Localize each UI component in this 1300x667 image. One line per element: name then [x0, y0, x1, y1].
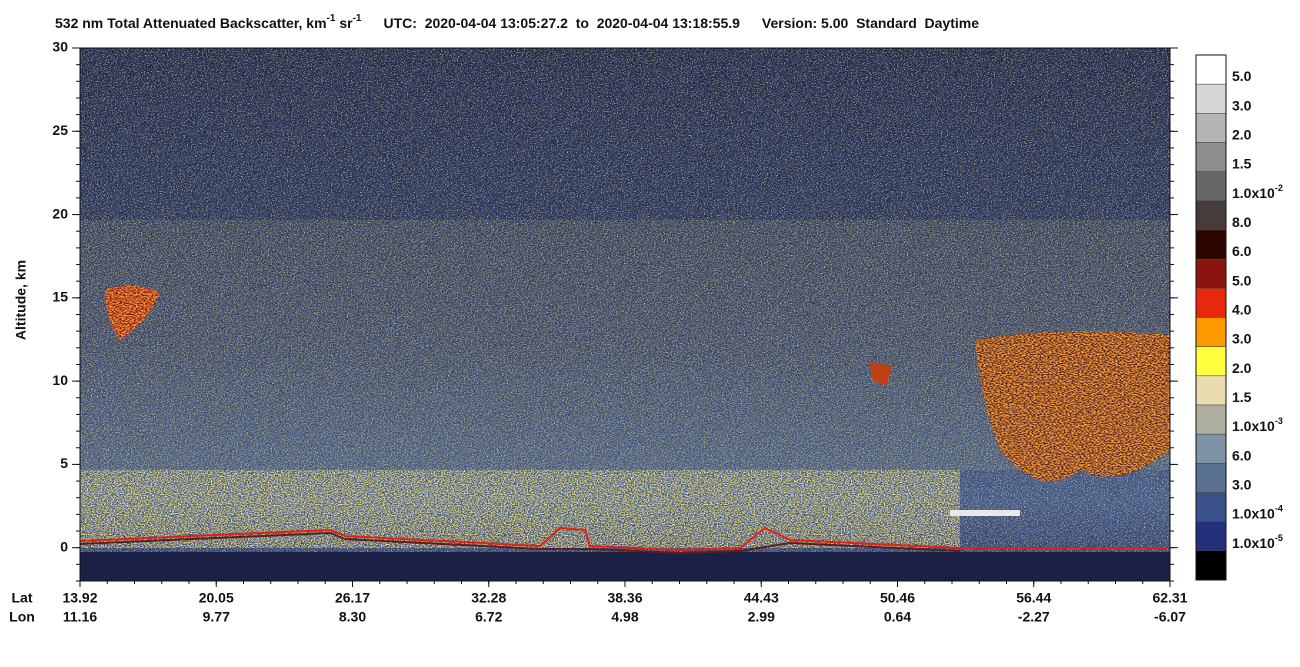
colorbar-label: 5.0 [1232, 272, 1252, 288]
y-tick-label: 25 [52, 122, 68, 138]
colorbar-swatch [1195, 288, 1227, 318]
colorbar-swatch [1195, 229, 1227, 260]
y-tick-label: 15 [52, 289, 68, 305]
title-superscript: -1 [353, 13, 362, 24]
colorbar-swatch [1195, 521, 1227, 552]
colorbar-label: 3.0 [1232, 476, 1252, 492]
lat-value: 13.92 [62, 590, 97, 606]
colorbar-swatch [1195, 113, 1227, 143]
colorbar-label: 3.0 [1232, 330, 1252, 346]
colorbar-label-text: 1.0x10 [1232, 185, 1275, 201]
colorbar-label-text: 1.5 [1232, 155, 1252, 171]
colorbar-label: 2.0 [1232, 126, 1252, 142]
lat-value: 38.36 [607, 590, 642, 606]
backscatter-curtain [80, 48, 1170, 581]
colorbar-label-text: 4.0 [1232, 301, 1252, 317]
colorbar-swatch [1195, 83, 1227, 114]
colorbar-label: 1.0x10-4 [1232, 504, 1283, 521]
lon-value: -2.27 [1018, 609, 1050, 625]
colorbar-swatch [1195, 550, 1227, 581]
lon-value: 8.30 [339, 609, 366, 625]
colorbar-label-text: 3.0 [1232, 476, 1252, 492]
colorbar-label: 1.0x10-5 [1232, 533, 1283, 550]
colorbar-label-text: 8.0 [1232, 214, 1252, 230]
title-version: Version: 5.00 Standard Daytime [762, 15, 979, 31]
colorbar-label-text: 1.0x10 [1232, 535, 1275, 551]
lon-value: 9.77 [203, 609, 230, 625]
colorbar-label-text: 3.0 [1232, 97, 1252, 113]
colorbar-label: 1.0x10-2 [1232, 183, 1283, 200]
colorbar-swatch [1195, 142, 1227, 172]
colorbar-label-exponent: -4 [1275, 504, 1283, 514]
colorbar-label-text: 6.0 [1232, 447, 1252, 463]
y-tick-label: 30 [52, 39, 68, 55]
colorbar-swatch [1195, 433, 1227, 464]
title-superscript: -1 [327, 13, 336, 24]
colorbar-swatch [1195, 54, 1227, 85]
lat-label: Lat [12, 590, 33, 606]
colorbar-label: 2.0 [1232, 360, 1252, 376]
colorbar-label: 1.0x10-3 [1232, 417, 1283, 434]
colorbar-label: 5.0 [1232, 68, 1252, 84]
title-text: sr [335, 15, 353, 31]
colorbar-label-text: 2.0 [1232, 360, 1252, 376]
colorbar-swatch [1195, 258, 1227, 289]
colorbar-label: 1.5 [1232, 155, 1252, 171]
colorbar-swatch [1195, 375, 1227, 406]
lat-value: 56.44 [1016, 590, 1051, 606]
colorbar-label: 3.0 [1232, 97, 1252, 113]
lon-value: -6.07 [1154, 609, 1186, 625]
colorbar-swatch [1195, 463, 1227, 493]
colorbar-label-exponent: -5 [1275, 533, 1283, 543]
colorbar-label: 6.0 [1232, 447, 1252, 463]
lon-label: Lon [9, 609, 35, 625]
y-axis-label: Altitude, km [13, 260, 29, 340]
colorbar-label-text: 5.0 [1232, 272, 1252, 288]
colorbar-label-text: 2.0 [1232, 126, 1252, 142]
lon-value: 0.64 [884, 609, 911, 625]
colorbar-swatch [1195, 346, 1227, 377]
lat-value: 62.31 [1152, 590, 1187, 606]
title-utc: UTC: 2020-04-04 13:05:27.2 to 2020-04-04… [383, 15, 740, 31]
colorbar-label: 8.0 [1232, 214, 1252, 230]
colorbar-label: 4.0 [1232, 301, 1252, 317]
lon-value: 11.16 [63, 609, 97, 625]
lon-value: 2.99 [748, 609, 775, 625]
lat-value: 32.28 [471, 590, 506, 606]
colorbar-swatch [1195, 171, 1227, 202]
colorbar-label-text: 1.0x10 [1232, 418, 1275, 434]
colorbar-label-text: 5.0 [1232, 68, 1252, 84]
colorbar-label-text: 1.0x10 [1232, 505, 1275, 521]
y-tick-label: 0 [60, 538, 68, 554]
lon-value: 6.72 [475, 609, 502, 625]
colorbar-swatch [1195, 492, 1227, 522]
colorbar-label-exponent: -3 [1275, 417, 1283, 427]
colorbar-label-text: 6.0 [1232, 243, 1252, 259]
chart-title: 532 nm Total Attenuated Backscatter, km-… [55, 13, 979, 31]
colorbar-swatch [1195, 404, 1227, 435]
colorbar-frame [1195, 54, 1227, 581]
y-tick-label: 10 [52, 372, 68, 388]
colorbar-swatch [1195, 317, 1227, 347]
colorbar-label: 6.0 [1232, 243, 1252, 259]
lon-value: 4.98 [611, 609, 638, 625]
lat-value: 44.43 [744, 590, 779, 606]
lat-value: 20.05 [199, 590, 234, 606]
colorbar-swatch [1195, 200, 1227, 231]
colorbar-label: 1.5 [1232, 389, 1252, 405]
colorbar-label-text: 1.5 [1232, 389, 1252, 405]
y-tick-label: 5 [60, 455, 68, 471]
y-tick-label: 20 [52, 205, 68, 221]
colorbar-label-exponent: -2 [1275, 183, 1283, 193]
lat-value: 26.17 [335, 590, 370, 606]
title-text: 532 nm Total Attenuated Backscatter, km [55, 15, 327, 31]
colorbar-label-text: 3.0 [1232, 330, 1252, 346]
lat-value: 50.46 [880, 590, 915, 606]
